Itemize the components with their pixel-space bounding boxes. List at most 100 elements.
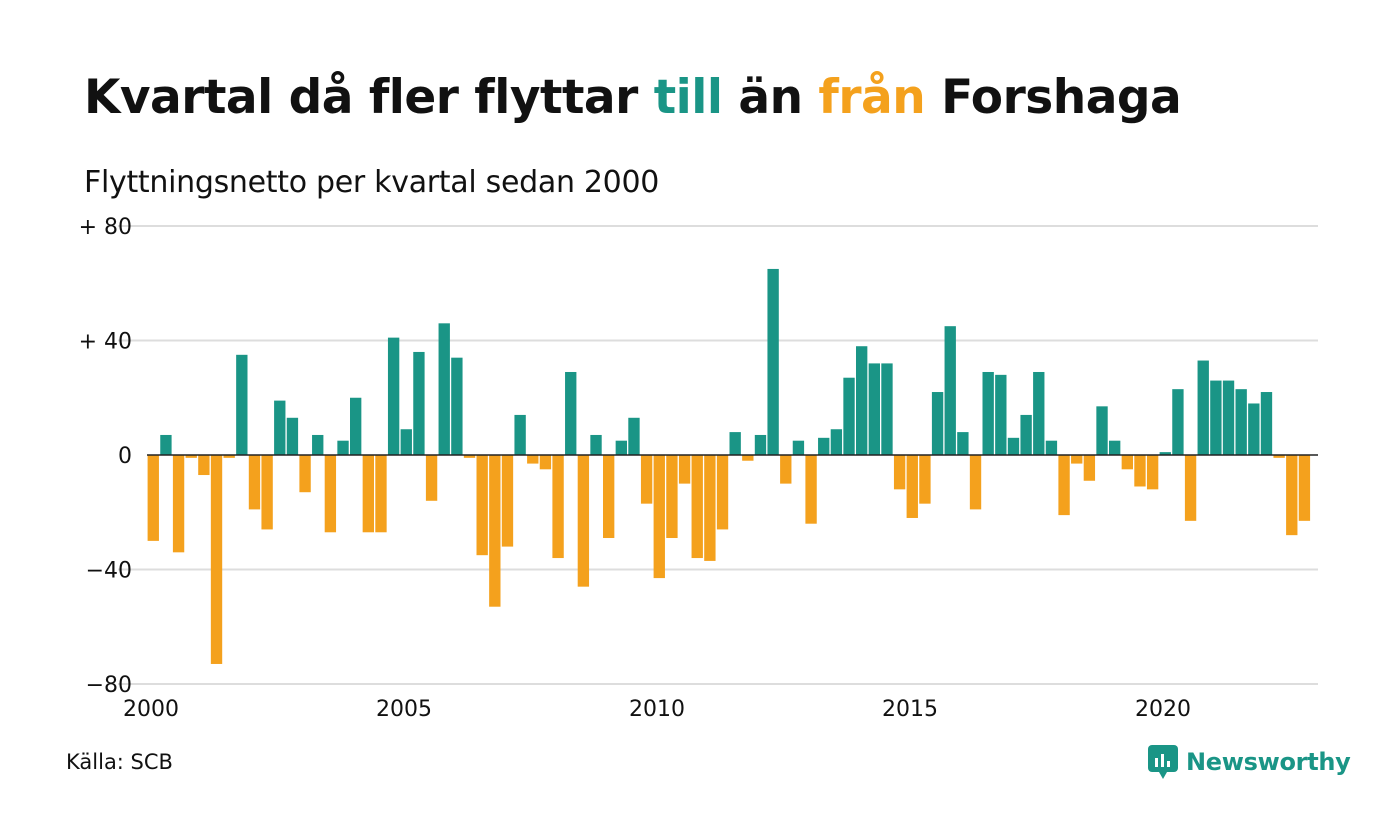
bar bbox=[1298, 455, 1311, 521]
bar bbox=[1184, 455, 1197, 521]
bar bbox=[830, 429, 843, 455]
bar bbox=[881, 363, 893, 455]
bar bbox=[413, 351, 425, 455]
bar bbox=[476, 455, 488, 556]
bar bbox=[198, 455, 210, 476]
bar bbox=[185, 455, 197, 458]
bar bbox=[628, 417, 640, 455]
bar bbox=[362, 455, 374, 533]
bar bbox=[324, 455, 337, 533]
bar bbox=[982, 371, 994, 455]
bar bbox=[792, 440, 805, 455]
bar bbox=[1159, 452, 1171, 455]
x-tick-label: 2015 bbox=[882, 697, 938, 722]
title-part-3: än bbox=[722, 70, 819, 125]
bar bbox=[501, 455, 514, 547]
bar bbox=[337, 440, 349, 455]
bar bbox=[590, 434, 602, 455]
bar bbox=[944, 326, 956, 455]
bar bbox=[957, 432, 969, 455]
source-note: Källa: SCB bbox=[66, 750, 173, 774]
bar bbox=[1033, 371, 1045, 455]
bar bbox=[1273, 455, 1285, 458]
bar bbox=[1260, 392, 1273, 455]
bar bbox=[729, 432, 741, 455]
bar bbox=[350, 397, 362, 455]
title-part-1: Kvartal då fler flyttar bbox=[84, 70, 654, 125]
bar bbox=[565, 371, 577, 455]
bar bbox=[223, 455, 235, 458]
bar bbox=[767, 268, 779, 455]
bar bbox=[678, 455, 691, 484]
title-part-5: Forshaga bbox=[925, 70, 1182, 125]
bar bbox=[312, 434, 324, 455]
bar bbox=[1146, 455, 1159, 490]
bar bbox=[248, 455, 261, 510]
chart-title: Kvartal då fler flyttar till än från For… bbox=[84, 70, 1182, 125]
bar bbox=[299, 455, 311, 493]
y-tick-label: + 80 bbox=[79, 215, 132, 240]
bar bbox=[451, 357, 463, 455]
bar bbox=[818, 437, 830, 455]
bar bbox=[653, 455, 665, 579]
bar bbox=[1197, 360, 1209, 455]
x-tick-label: 2005 bbox=[376, 697, 432, 722]
y-tick-label: −40 bbox=[86, 559, 132, 584]
bar bbox=[274, 400, 286, 455]
bar bbox=[147, 455, 159, 541]
y-tick-label: −80 bbox=[86, 673, 132, 698]
bar bbox=[843, 377, 855, 455]
bar bbox=[1235, 389, 1247, 455]
bar bbox=[1121, 455, 1133, 470]
bar bbox=[969, 455, 982, 510]
bar bbox=[539, 455, 552, 470]
bar bbox=[931, 392, 944, 455]
bars bbox=[147, 268, 1311, 664]
bar bbox=[868, 363, 880, 455]
bar bbox=[780, 455, 792, 484]
bar bbox=[603, 455, 615, 539]
bar bbox=[1109, 440, 1121, 455]
bar bbox=[489, 455, 501, 607]
bar bbox=[666, 455, 678, 539]
bar bbox=[1134, 455, 1146, 487]
y-tick-label: + 40 bbox=[79, 330, 132, 355]
bar bbox=[172, 455, 185, 553]
bar bbox=[400, 429, 412, 455]
bar bbox=[286, 417, 299, 455]
bar bbox=[716, 455, 729, 530]
chart-subtitle: Flyttningsnetto per kvartal sedan 2000 bbox=[84, 165, 660, 200]
bar bbox=[210, 455, 223, 664]
bar bbox=[1083, 455, 1096, 481]
bar bbox=[387, 337, 400, 455]
bar bbox=[1045, 440, 1058, 455]
bar bbox=[1007, 437, 1020, 455]
bar bbox=[995, 374, 1007, 455]
bar bbox=[805, 455, 817, 524]
logo-text: Newsworthy bbox=[1186, 748, 1351, 776]
newsworthy-logo-icon bbox=[1148, 745, 1178, 779]
bar bbox=[425, 455, 438, 501]
bar bbox=[754, 434, 767, 455]
bar bbox=[906, 455, 918, 518]
bar bbox=[463, 455, 476, 458]
bar bbox=[236, 354, 248, 455]
bar bbox=[1248, 403, 1260, 455]
title-part-till: till bbox=[653, 70, 723, 125]
x-tick-label: 2020 bbox=[1135, 697, 1191, 722]
bar bbox=[615, 440, 627, 455]
bar bbox=[691, 455, 703, 559]
bar bbox=[375, 455, 387, 533]
x-tick-label: 2010 bbox=[629, 697, 685, 722]
bar bbox=[261, 455, 273, 530]
bar bbox=[742, 455, 754, 461]
bar bbox=[552, 455, 564, 559]
bar bbox=[1172, 389, 1184, 455]
newsworthy-logo: Newsworthy bbox=[1148, 744, 1351, 780]
bar bbox=[856, 346, 868, 455]
bar bbox=[1071, 455, 1083, 464]
bar bbox=[919, 455, 931, 504]
y-tick-label: 0 bbox=[118, 444, 132, 469]
